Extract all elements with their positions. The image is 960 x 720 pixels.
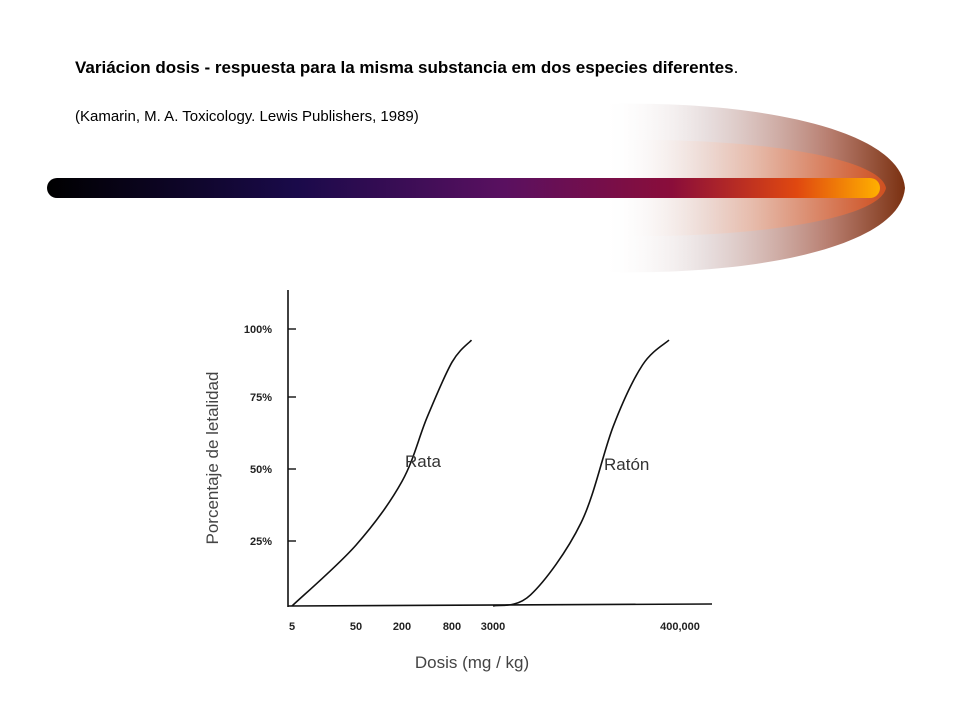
x-tick-label: 400,000 [660,621,700,633]
x-tick-label: 50 [350,621,362,633]
rata-label: Rata [405,452,441,471]
x-tick-label: 200 [393,621,411,633]
x-tick-label: 3000 [481,621,505,633]
x-tick-label: 800 [443,621,461,633]
raton-label: Ratón [604,455,649,474]
y-tick-label: 100% [244,324,272,336]
rata-curve [291,339,473,607]
x-tick-label: 5 [289,621,295,633]
y-tick-label: 50% [250,464,272,476]
decorative-banner [47,103,905,273]
y-axis-title: Porcentaje de letalidad [203,372,222,545]
banner-bar [47,178,880,198]
y-tick-label: 25% [250,536,272,548]
slide-title: Variácion dosis - respuesta para la mism… [75,58,739,77]
x-axis-title: Dosis (mg / kg) [415,653,529,672]
y-tick-label: 75% [250,392,272,404]
citation: (Kamarin, M. A. Toxicology. Lewis Publis… [75,108,419,125]
raton-curve [492,339,670,607]
